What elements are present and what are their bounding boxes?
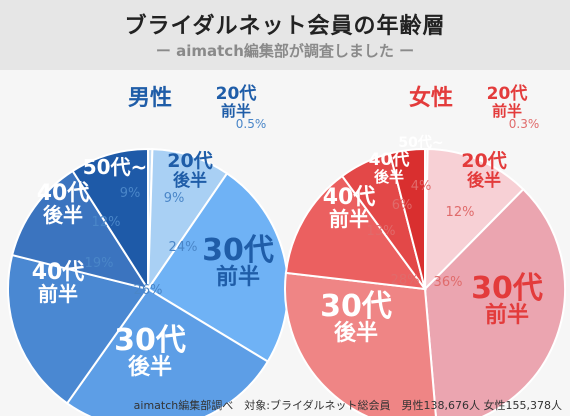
slice-category-label: 20代後半 <box>461 150 506 191</box>
slice-percent-label: 12% <box>92 215 121 230</box>
slice-percent-label: 28% <box>391 273 420 288</box>
pie-slice <box>7 253 150 405</box>
slice-category-label: 30代前半 <box>202 233 274 290</box>
header-band: ブライダルネット会員の年齢層 ー aimatch編集部が調査しました ー <box>0 0 570 70</box>
pie-slice <box>146 172 289 363</box>
pie-slice <box>71 147 149 293</box>
slice-category-label: 40代前半 <box>32 260 85 306</box>
slice-percent-label: 0.5% <box>236 117 267 131</box>
pie-slice <box>388 147 426 290</box>
pie-slice <box>423 148 525 292</box>
pie-slice <box>284 271 437 416</box>
slice-category-label: 20代後半 <box>167 150 212 191</box>
source-note: aimatch編集部調べ 対象:ブライダルネット総会員 男性138,676人 女… <box>133 399 562 412</box>
slice-percent-label: 12% <box>446 205 475 220</box>
pie-slice <box>146 148 229 293</box>
chart-area: 0.5% 9% 24% 26% 19% 12% 9% 20代前半 20代後半 30代前半 30代後半… <box>0 70 570 416</box>
slice-category-label: 30代前半 <box>471 271 543 328</box>
pie-slice <box>10 169 151 291</box>
slice-category-label: 40代後半 <box>37 181 90 227</box>
slice-category-label: 50代~ <box>83 155 148 179</box>
slice-percent-label: 0.3% <box>509 117 540 131</box>
slice-percent-label: 4% <box>411 179 432 194</box>
pie-title: 女性 <box>409 85 453 111</box>
slice-category-label: 30代後半 <box>114 323 186 380</box>
page-title: ブライダルネット会員の年齢層 <box>124 14 446 39</box>
slice-category-label: 30代後半 <box>320 289 392 346</box>
slice-percent-label: 13% <box>367 224 396 239</box>
female-pie: 0.3% 12% 36% 28% 13% 6% 4% 20代前半 20代後半 30代前半 30代後半… <box>284 83 566 416</box>
slice-percent-label: 24% <box>169 240 198 255</box>
slice-percent-label: 26% <box>134 283 163 298</box>
page-subtitle: ー aimatch編集部が調査しました ー <box>155 42 415 60</box>
pie-slice <box>284 174 428 291</box>
pie-charts: 0.5%9%24%26%19%12%9%20代前半20代後半30代前半30代後半… <box>7 83 566 416</box>
slice-percent-label: 36% <box>434 275 463 290</box>
slice-category-label: 50代~ <box>398 134 443 151</box>
slice-category-label: 40代前半 <box>323 185 376 231</box>
slice-percent-label: 9% <box>120 186 141 201</box>
pie-slice <box>423 187 566 416</box>
slice-category-label: 20代前半 <box>216 83 257 120</box>
slice-percent-label: 6% <box>392 198 413 213</box>
slice-percent-label: 19% <box>85 256 114 271</box>
pie-title: 男性 <box>128 86 172 111</box>
slice-percent-label: 9% <box>164 191 185 206</box>
slice-category-label: 40代後半 <box>369 149 410 186</box>
slice-category-label: 20代前半 <box>487 83 528 120</box>
